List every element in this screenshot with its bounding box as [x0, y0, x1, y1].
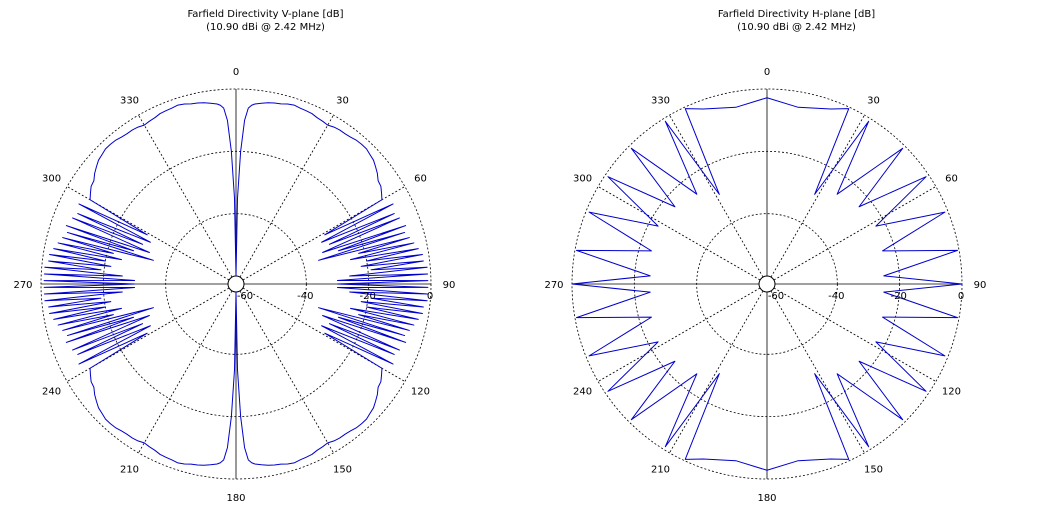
angular-grid-line	[66, 186, 230, 281]
angular-grid-line	[669, 114, 764, 278]
angle-tick-label: 300	[573, 174, 592, 185]
angular-grid-line	[773, 287, 937, 382]
angle-tick-label: 60	[414, 174, 427, 185]
angle-tick-label: 60	[945, 174, 958, 185]
angular-grid-line	[669, 290, 764, 454]
angle-tick-label: 30	[336, 96, 349, 107]
angular-grid-line	[66, 287, 230, 382]
v-plane-subtitle-line: (10.90 dBi @ 2.42 MHz)	[206, 22, 325, 33]
radial-tick-label: -60	[768, 291, 784, 302]
directivity-pattern-line	[43, 102, 429, 466]
angle-tick-label: 150	[864, 464, 883, 475]
angle-tick-label: 120	[411, 387, 430, 398]
angle-tick-label: 180	[757, 493, 776, 504]
angle-tick-label: 150	[333, 464, 352, 475]
v-plane-chart-panel: Farfield Directivity V-plane [dB] (10.90…	[0, 8, 531, 504]
angular-grid-line	[242, 287, 406, 382]
polar-center-ring	[227, 275, 245, 293]
radial-tick-label: 0	[427, 291, 433, 302]
angular-grid-line	[242, 186, 406, 281]
h-plane-chart-panel: Farfield Directivity H-plane [dB] (10.90…	[531, 0, 1062, 506]
angular-grid-line	[770, 114, 865, 278]
angular-grid-line	[239, 290, 334, 454]
radial-tick-label: -20	[359, 291, 375, 302]
angle-tick-label: 300	[42, 174, 61, 185]
angular-grid-line	[138, 114, 233, 278]
v-plane-polar-plot: 0 30 60 90 120 150 180 210 240 270 300 330 -60 -40 -20…	[13, 67, 455, 504]
radial-tick-label: -40	[828, 291, 844, 302]
radial-tick-label: 0	[958, 291, 964, 302]
radial-tick-label: -60	[237, 291, 253, 302]
angle-tick-label: 330	[651, 96, 670, 107]
radial-tick-label: -40	[297, 291, 313, 302]
angular-grid-line	[239, 114, 334, 278]
h-plane-polar-plot: 0 30 60 90 120 150 180 210 240 270 300 330 -60 -40 -20…	[544, 67, 986, 504]
angle-tick-label: 120	[942, 387, 961, 398]
angle-tick-label: 90	[443, 280, 456, 291]
directivity-pattern-line	[571, 97, 963, 471]
angle-tick-labels: 0 30 60 90 120 150 180 210 240 270 300 330	[544, 67, 986, 504]
angle-tick-label: 270	[13, 280, 32, 291]
angle-tick-labels: 0 30 60 90 120 150 180 210 240 270 300 330	[13, 67, 455, 504]
angular-grid-line	[597, 287, 761, 382]
angle-tick-label: 210	[651, 464, 670, 475]
polar-grid	[571, 88, 963, 480]
angle-tick-label: 210	[120, 464, 139, 475]
angular-grid-line	[138, 290, 233, 454]
h-plane-chart-title: Farfield Directivity H-plane [dB] (10.90…	[531, 8, 1062, 34]
radial-tick-labels: -60 -40 -20 0	[237, 291, 433, 302]
angle-tick-label: 270	[544, 280, 563, 291]
angular-grid-line	[597, 186, 761, 281]
angle-tick-label: 240	[42, 387, 61, 398]
angle-tick-label: 330	[120, 96, 139, 107]
radial-tick-label: -20	[890, 291, 906, 302]
polar-center-ring	[758, 275, 776, 293]
v-plane-title-line: Farfield Directivity V-plane [dB]	[187, 9, 344, 20]
v-plane-chart-title: Farfield Directivity V-plane [dB] (10.90…	[0, 8, 531, 34]
angular-grid-line	[773, 186, 937, 281]
angle-tick-label: 90	[974, 280, 987, 291]
angle-tick-label: 0	[233, 67, 239, 78]
angle-tick-label: 0	[764, 67, 770, 78]
radial-tick-labels: -60 -40 -20 0	[768, 291, 964, 302]
polar-grid	[40, 88, 432, 480]
h-plane-subtitle-line: (10.90 dBi @ 2.42 MHz)	[737, 22, 856, 33]
angle-tick-label: 240	[573, 387, 592, 398]
angle-tick-label: 180	[226, 493, 245, 504]
angle-tick-label: 30	[867, 96, 880, 107]
angular-grid-line	[770, 290, 865, 454]
h-plane-title-line: Farfield Directivity H-plane [dB]	[717, 9, 876, 20]
